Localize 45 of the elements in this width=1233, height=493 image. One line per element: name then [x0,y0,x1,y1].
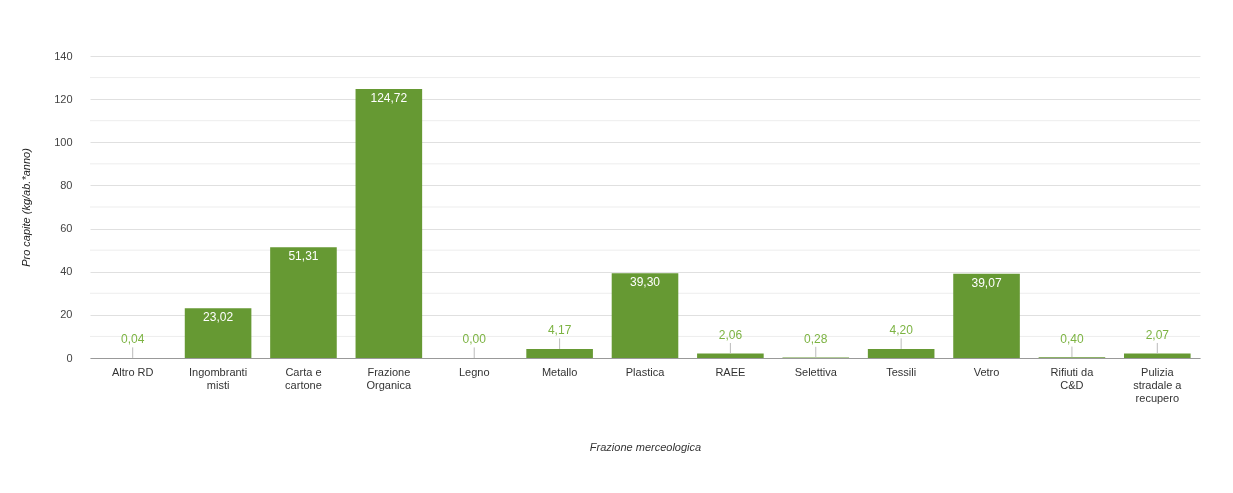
bar [867,348,935,358]
data-label: 0,00 [462,332,487,347]
data-label: 0,40 [1060,331,1084,346]
data-label: 0,28 [804,331,828,346]
data-label: 39,30 [629,275,661,290]
x-axis-title: Frazione merceologica [589,440,702,453]
x-tick-label: Carta e cartone [285,365,322,391]
bar [1124,353,1191,358]
data-label: 51,31 [288,249,319,264]
x-tick-label: Metallo [541,365,578,378]
x-tick-label: Rifiuti da C&D [1050,365,1095,391]
data-label: 39,07 [971,275,1002,290]
data-label: 0,04 [121,332,145,347]
bar [184,308,252,358]
x-tick-label: Legno [458,365,490,378]
bar [697,353,764,358]
data-label: 2,06 [718,327,743,342]
x-tick-label: RAEE [715,365,746,378]
x-tick-label: Frazione Organica [366,365,413,391]
bar [953,273,1020,358]
x-tick-label: Plastica [625,365,666,378]
y-tick-label: 80 [60,178,73,191]
y-axis-title: Pro capite (kg/ab.*anno) [20,147,33,267]
y-tick-label: 140 [54,49,73,62]
x-tick-label: Ingombranti misti [189,365,248,391]
data-label: 23,02 [203,310,234,325]
x-tick-label: Selettiva [794,365,838,378]
x-tick-label: Pulizia stradale a recupero [1133,365,1183,404]
bar [526,349,593,358]
data-label: 4,20 [889,323,914,338]
x-tick-label: Tessili [886,365,917,378]
y-tick-label: 0 [66,351,73,364]
bar [270,247,337,358]
y-tick-label: 120 [54,92,73,105]
y-tick-label: 20 [60,308,73,321]
data-label: 124,72 [370,90,408,105]
bar [355,88,423,358]
x-tick-label: Vetro [973,365,1000,378]
x-tick-label: Altro RD [111,365,154,378]
data-label: 2,07 [1145,327,1170,342]
y-tick-label: 40 [60,265,73,278]
y-tick-label: 100 [54,135,73,148]
data-label: 4,17 [547,323,572,338]
y-tick-label: 60 [60,222,73,235]
bar [611,273,679,358]
